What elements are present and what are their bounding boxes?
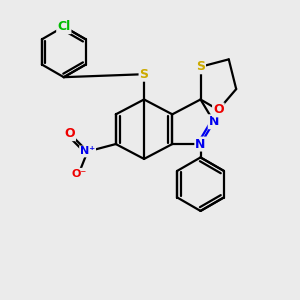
Text: N: N bbox=[209, 115, 219, 128]
Text: S: S bbox=[140, 68, 148, 81]
Text: Cl: Cl bbox=[57, 20, 70, 33]
Text: O: O bbox=[64, 127, 75, 140]
Text: S: S bbox=[196, 60, 205, 73]
Text: N: N bbox=[195, 138, 206, 151]
Text: O⁻: O⁻ bbox=[71, 169, 86, 179]
Text: N⁺: N⁺ bbox=[80, 146, 95, 157]
Text: O: O bbox=[213, 103, 224, 116]
